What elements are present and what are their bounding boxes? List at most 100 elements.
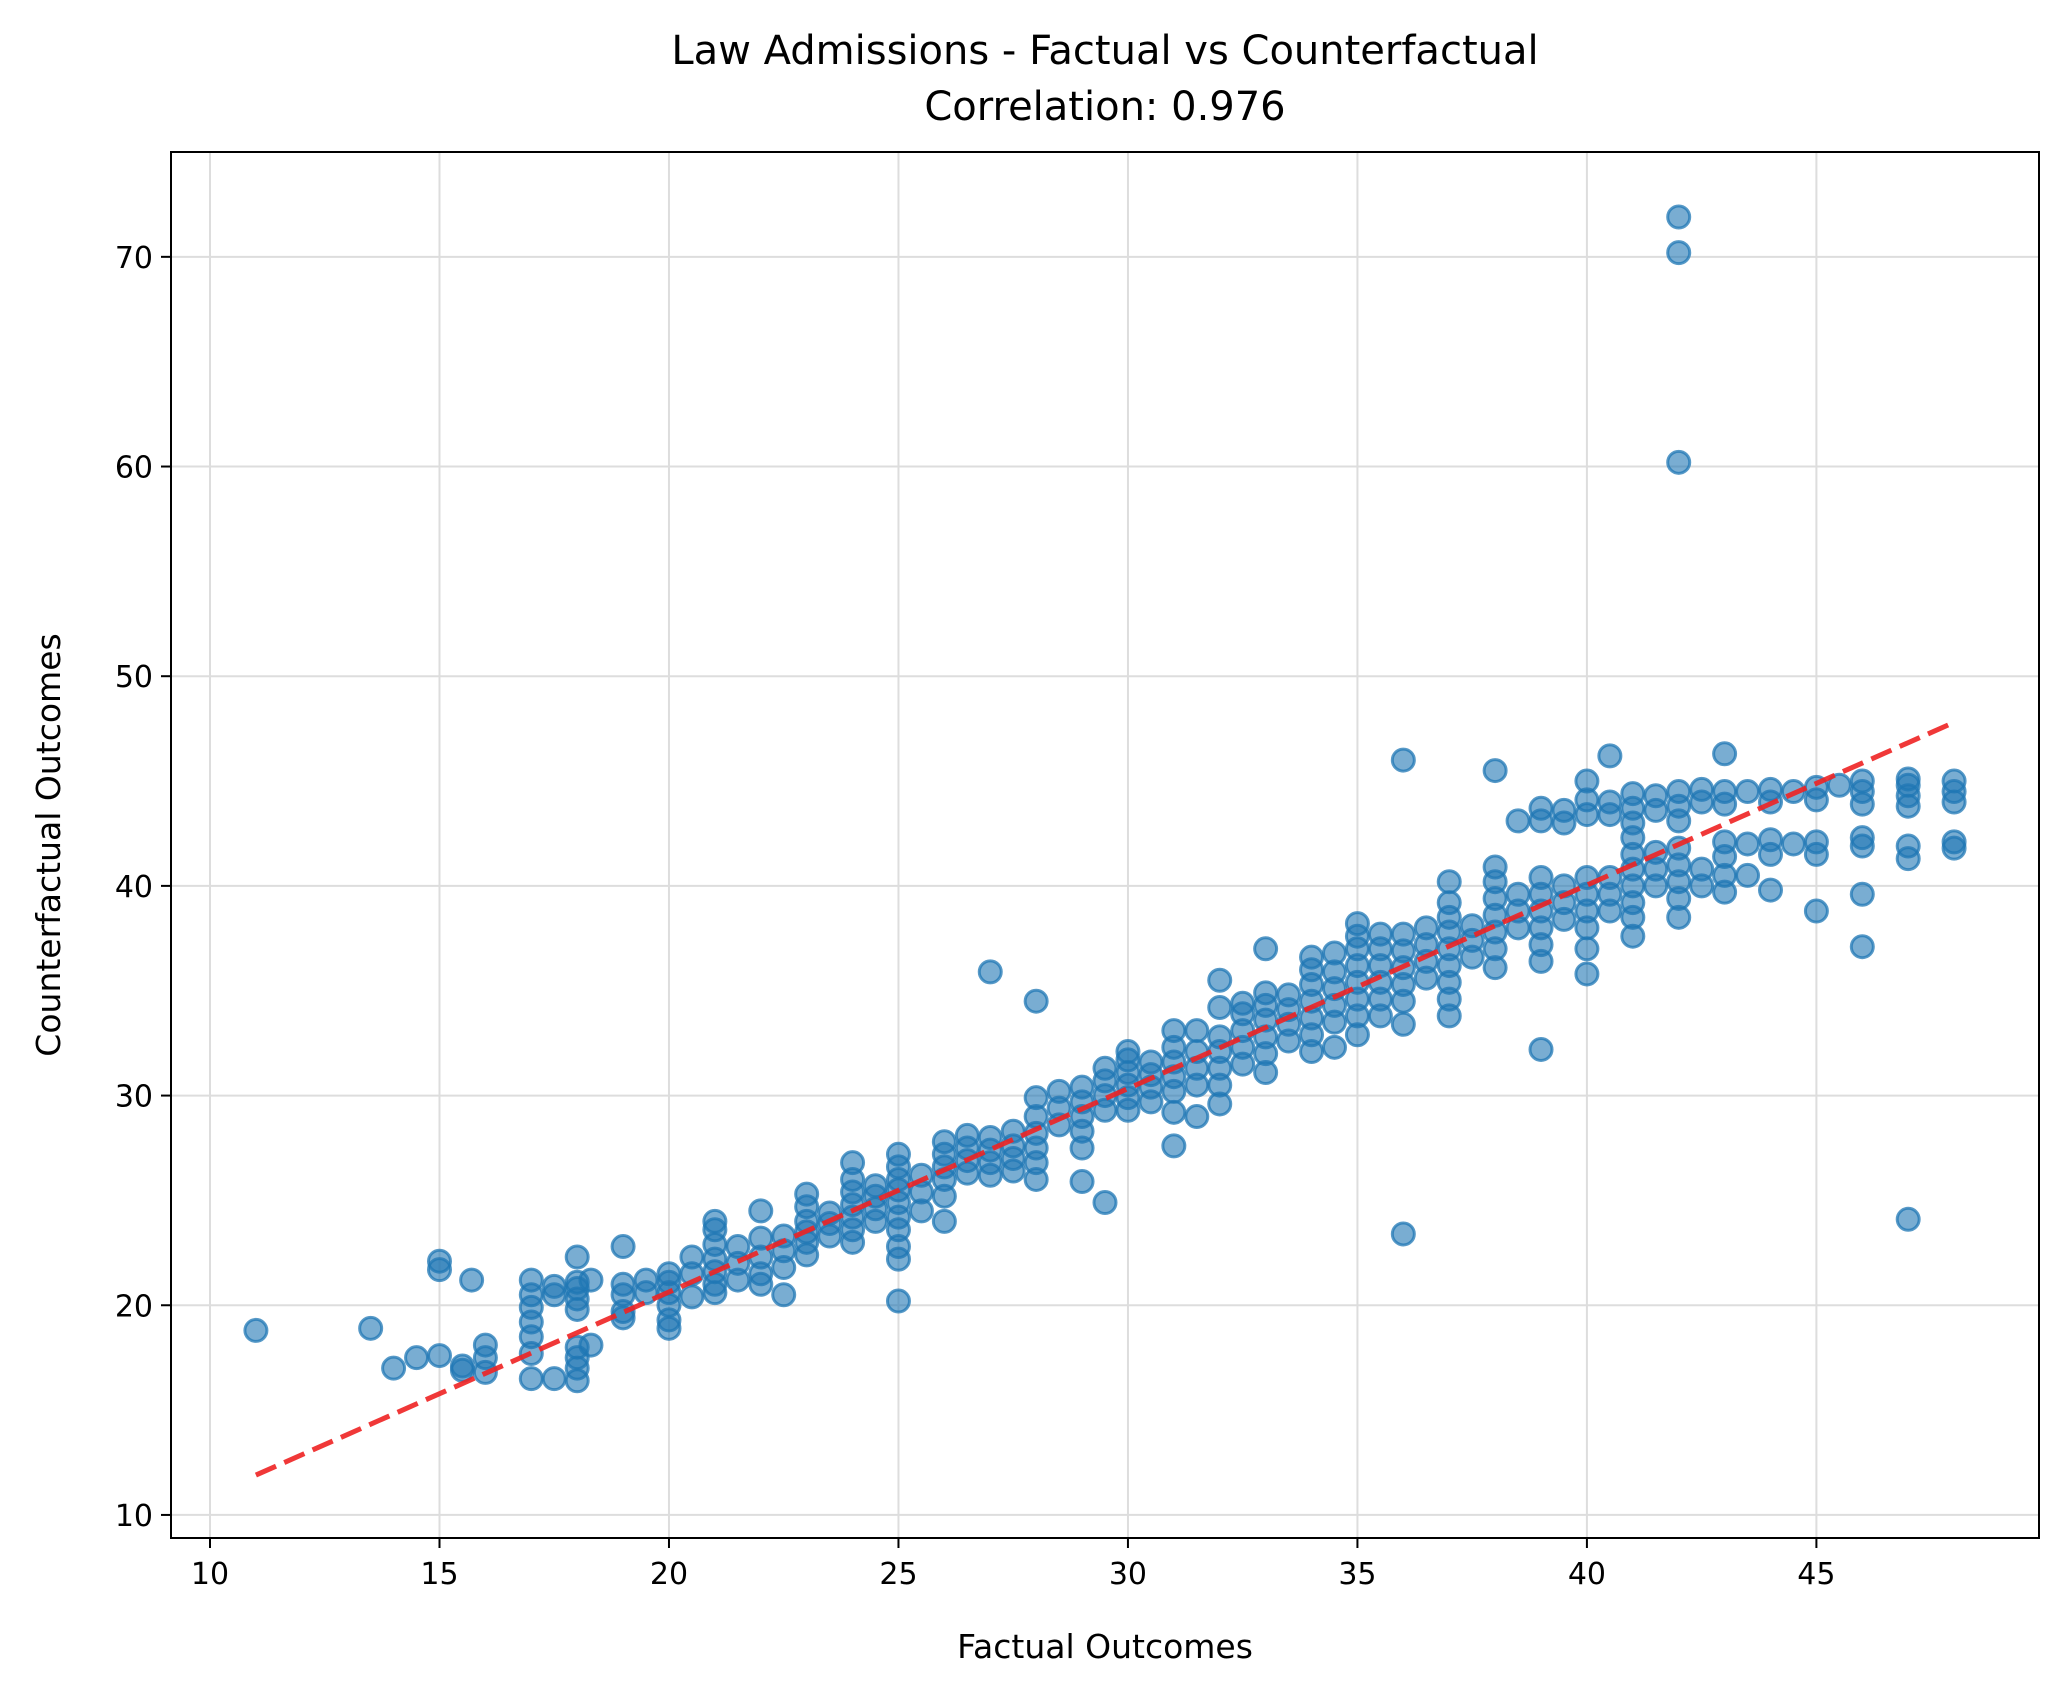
scatter-point: [977, 1125, 1003, 1151]
scatter-point: [931, 1208, 957, 1234]
y-axis-ticks: 10 20 30 40 50 60 70: [115, 241, 171, 1534]
scatter-point: [1253, 936, 1279, 962]
scatter-point: [1023, 1085, 1049, 1111]
scatter-point: [1092, 1190, 1118, 1216]
scatter-point: [1161, 1099, 1187, 1125]
scatter-point: [1390, 1221, 1416, 1247]
scatter-point: [578, 1267, 604, 1293]
scatter-point: [564, 1244, 590, 1270]
scatter-point: [702, 1208, 728, 1234]
scatter-point: [1620, 781, 1646, 807]
scatter-point: [1138, 1049, 1164, 1075]
scatter-point: [243, 1317, 269, 1343]
scatter-point: [1436, 890, 1462, 916]
scatter-point: [931, 1129, 957, 1155]
scatter-point: [1321, 1034, 1347, 1060]
scatter-point: [1712, 829, 1738, 855]
scatter-point: [518, 1366, 544, 1392]
scatter-point: [1321, 940, 1347, 966]
scatter-point: [1413, 915, 1439, 941]
y-tick-label: 10: [115, 1499, 153, 1534]
scatter-point: [1803, 898, 1829, 924]
scatter-point: [1528, 865, 1554, 891]
scatter-point: [1276, 982, 1302, 1008]
scatter-point: [1735, 862, 1761, 888]
scatter-point: [1299, 944, 1325, 970]
scatter-point: [679, 1284, 705, 1310]
scatter-point: [725, 1234, 751, 1260]
scatter-point: [1941, 768, 1967, 794]
scatter-point: [1666, 449, 1692, 475]
y-tick-label: 50: [115, 660, 153, 695]
scatter-point: [1574, 865, 1600, 891]
scatter-point: [1666, 240, 1692, 266]
scatter-point: [1000, 1118, 1026, 1144]
scatter-point: [1895, 833, 1921, 859]
scatter-point: [1069, 1074, 1095, 1100]
scatter-point: [1390, 921, 1416, 947]
y-tick-label: 30: [115, 1080, 153, 1115]
scatter-point: [426, 1343, 452, 1369]
scatter-point: [1689, 856, 1715, 882]
plot-area: [170, 151, 2040, 1539]
scatter-point: [1574, 936, 1600, 962]
scatter-point: [1826, 772, 1852, 798]
scatter-point: [1689, 776, 1715, 802]
scatter-point: [1230, 990, 1256, 1016]
scatter-point: [459, 1267, 485, 1293]
scatter-point: [1666, 204, 1692, 230]
scatter-point: [1436, 869, 1462, 895]
scatter-point: [1941, 829, 1967, 855]
scatter-point: [1046, 1078, 1072, 1104]
scatter-point: [1161, 1133, 1187, 1159]
grid: [171, 152, 2039, 1538]
x-axis-ticks: 10 15 20 25 30 35 40 45: [191, 1538, 1835, 1592]
scatter-point: [771, 1282, 797, 1308]
scatter-point: [885, 1288, 911, 1314]
scatter-point: [1758, 877, 1784, 903]
scatter-point: [426, 1248, 452, 1274]
scatter-point: [1780, 831, 1806, 857]
scatter-point: [633, 1267, 659, 1293]
scatter-point: [1482, 854, 1508, 880]
x-tick-label: 10: [191, 1557, 229, 1592]
scatter-point: [1207, 995, 1233, 1021]
scatter-point: [1712, 779, 1738, 805]
x-tick-label: 15: [420, 1557, 458, 1592]
chart-subtitle: Correlation: 0.976: [924, 84, 1285, 130]
scatter-point: [1849, 825, 1875, 851]
chart-title: Law Admissions - Factual vs Counterfactu…: [671, 28, 1538, 74]
scatter-point: [1712, 741, 1738, 767]
scatter-point: [1528, 1036, 1554, 1062]
scatter-point: [1023, 988, 1049, 1014]
scatter-point: [1849, 768, 1875, 794]
scatter-point: [1574, 768, 1600, 794]
scatter-point: [1597, 789, 1623, 815]
scatter-point: [794, 1181, 820, 1207]
scatter-point: [541, 1273, 567, 1299]
scatter-point: [679, 1244, 705, 1270]
scatter-point: [977, 959, 1003, 985]
scatter-point: [1551, 797, 1577, 823]
scatter-point: [863, 1173, 889, 1199]
scatter-point: [1895, 1206, 1921, 1232]
x-tick-label: 30: [1109, 1557, 1147, 1592]
scatter-point: [541, 1366, 567, 1392]
scatter-point: [1505, 808, 1531, 834]
scatter-point: [1207, 967, 1233, 993]
scatter-point: [1666, 779, 1692, 805]
scatter-point: [840, 1150, 866, 1176]
scatter-point: [1367, 921, 1393, 947]
scatter-point: [656, 1261, 682, 1287]
y-tick-label: 20: [115, 1289, 153, 1324]
scatter-point: [1184, 1018, 1210, 1044]
scatter-point: [404, 1345, 430, 1371]
scatter-point: [518, 1267, 544, 1293]
scatter-point: [1390, 1011, 1416, 1037]
x-tick-label: 40: [1568, 1557, 1606, 1592]
scatter-point: [1115, 1039, 1141, 1065]
scatter-point: [1505, 881, 1531, 907]
scatter-point: [610, 1271, 636, 1297]
scatter-points: [243, 204, 1967, 1394]
